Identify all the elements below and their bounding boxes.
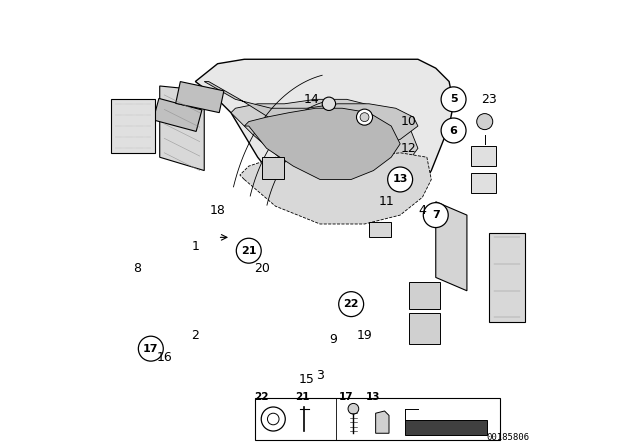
Circle shape <box>388 167 413 192</box>
Text: 13: 13 <box>366 392 381 402</box>
Text: 4: 4 <box>419 204 426 217</box>
Circle shape <box>236 238 261 263</box>
Circle shape <box>138 336 163 361</box>
Text: 8: 8 <box>134 262 141 275</box>
Polygon shape <box>376 411 389 433</box>
Text: 9: 9 <box>330 333 337 346</box>
Circle shape <box>477 114 493 129</box>
Circle shape <box>441 87 466 112</box>
Circle shape <box>356 109 372 125</box>
Text: 19: 19 <box>356 329 372 342</box>
Text: 13: 13 <box>392 174 408 185</box>
Text: 5: 5 <box>450 95 458 104</box>
Text: 00185806: 00185806 <box>486 433 529 442</box>
Circle shape <box>360 113 369 121</box>
Polygon shape <box>240 153 431 224</box>
Polygon shape <box>409 282 440 309</box>
Text: 17: 17 <box>143 344 159 353</box>
Text: 17: 17 <box>339 392 353 402</box>
Bar <box>369 222 391 237</box>
Text: 14: 14 <box>303 93 319 106</box>
Text: 18: 18 <box>210 204 225 217</box>
Circle shape <box>423 202 448 228</box>
Polygon shape <box>409 313 440 344</box>
Text: 12: 12 <box>401 142 417 155</box>
Text: 22: 22 <box>344 299 359 309</box>
Polygon shape <box>436 202 467 291</box>
Polygon shape <box>160 86 204 171</box>
Text: 15: 15 <box>299 373 315 386</box>
Text: 23: 23 <box>481 93 497 106</box>
Bar <box>255 398 500 440</box>
Polygon shape <box>195 59 454 215</box>
Circle shape <box>441 118 466 143</box>
Polygon shape <box>262 157 284 180</box>
Text: 20: 20 <box>254 262 270 275</box>
Text: 1: 1 <box>191 240 199 253</box>
Polygon shape <box>204 82 418 148</box>
Bar <box>472 146 496 166</box>
Circle shape <box>339 292 364 317</box>
FancyBboxPatch shape <box>176 82 224 112</box>
Text: 10: 10 <box>401 115 417 128</box>
Text: 11: 11 <box>379 195 395 208</box>
Polygon shape <box>244 108 400 180</box>
Circle shape <box>322 97 335 111</box>
Polygon shape <box>231 99 418 184</box>
Text: 6: 6 <box>450 125 458 135</box>
Text: 21: 21 <box>241 246 257 256</box>
Polygon shape <box>404 420 487 435</box>
Circle shape <box>268 413 279 425</box>
Text: 7: 7 <box>432 210 440 220</box>
Text: 16: 16 <box>156 351 172 364</box>
Polygon shape <box>111 99 156 153</box>
Text: 2: 2 <box>191 329 199 342</box>
Bar <box>472 173 496 193</box>
Polygon shape <box>489 233 525 322</box>
Text: 22: 22 <box>254 392 269 402</box>
Text: 3: 3 <box>316 369 324 382</box>
Circle shape <box>348 404 359 414</box>
FancyBboxPatch shape <box>153 99 202 131</box>
Circle shape <box>261 407 285 431</box>
Text: 21: 21 <box>295 392 310 402</box>
